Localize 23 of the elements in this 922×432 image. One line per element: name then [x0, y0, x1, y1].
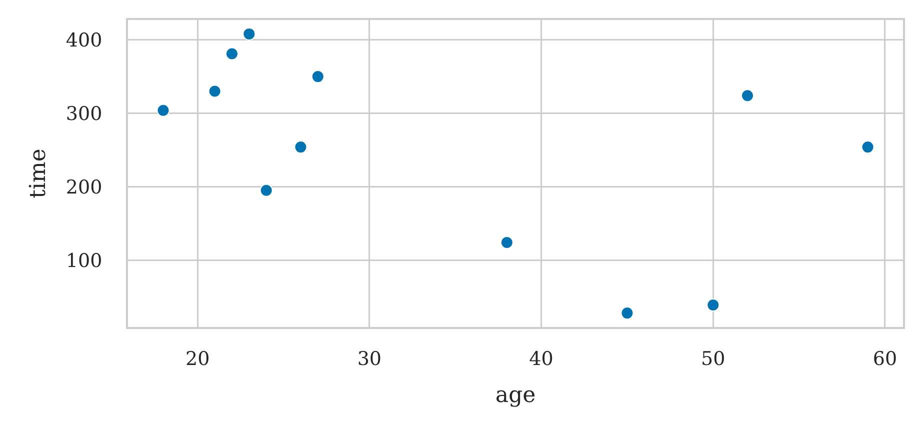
- x-axis-title: age: [495, 383, 536, 408]
- x-tick-label: 20: [186, 348, 210, 370]
- point: [208, 84, 222, 98]
- y-tick-label: 100: [66, 250, 102, 272]
- y-tick-label: 400: [66, 29, 102, 52]
- y-tick-label: 200: [66, 176, 102, 198]
- x-tick-label: 50: [701, 348, 726, 370]
- point: [156, 104, 170, 117]
- point: [260, 184, 273, 197]
- point: [861, 140, 874, 154]
- point: [242, 27, 256, 40]
- x-tick-label: 60: [872, 348, 898, 370]
- point: [500, 236, 514, 250]
- y-axis-title: time: [26, 148, 52, 198]
- point: [706, 298, 720, 312]
- point: [294, 140, 308, 154]
- point: [740, 89, 754, 102]
- point: [311, 70, 324, 84]
- y-tick-label: 300: [66, 102, 102, 125]
- x-tick-label: 30: [357, 348, 382, 370]
- x-tick-label: 40: [529, 348, 554, 370]
- point: [620, 306, 634, 320]
- point: [225, 47, 238, 60]
